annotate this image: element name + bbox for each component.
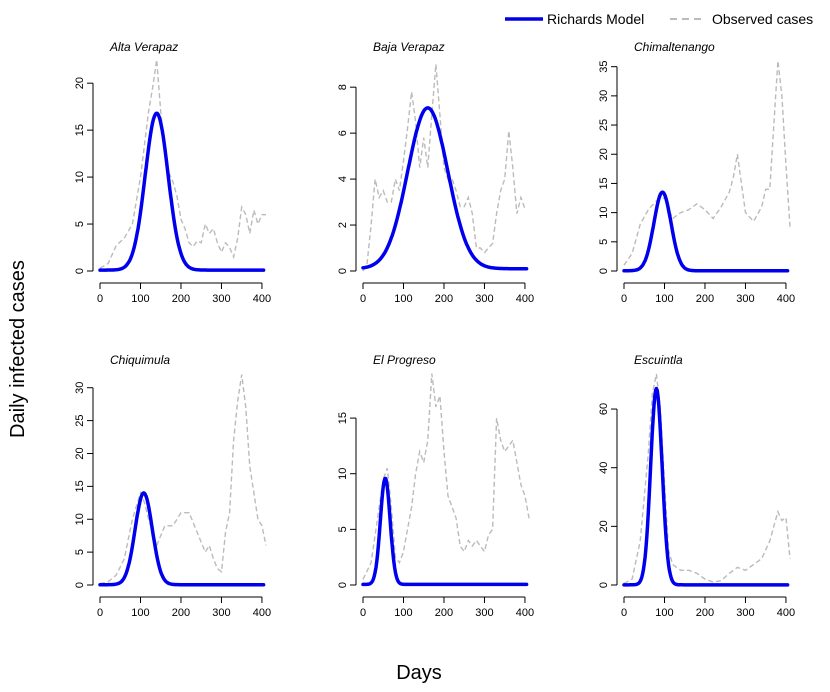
observed-cases-line bbox=[99, 59, 266, 269]
observed-cases-line bbox=[623, 373, 791, 585]
x-tick-label: 200 bbox=[172, 293, 190, 305]
panel-title: Chiquimula bbox=[110, 353, 170, 367]
x-tick-label: 400 bbox=[516, 293, 534, 305]
richards-model-line bbox=[361, 106, 529, 271]
richards-model-line bbox=[622, 386, 790, 587]
y-tick-label: 0 bbox=[337, 582, 349, 588]
panel-3: Chimaltenango 0 5 10 15 20 25 30 35 0 100 200 300 400 bbox=[598, 40, 795, 305]
legend-observed-label: Observed cases bbox=[712, 11, 813, 27]
panel-title: Alta Verapaz bbox=[109, 40, 178, 54]
y-tick-label: 20 bbox=[74, 447, 86, 459]
y-tick-label: 35 bbox=[598, 61, 610, 73]
y-tick-label: 30 bbox=[74, 382, 86, 394]
x-tick-label: 300 bbox=[736, 607, 754, 619]
observed-cases-line bbox=[99, 374, 267, 585]
y-tick-label: 15 bbox=[74, 124, 86, 136]
y-tick-label: 10 bbox=[74, 513, 86, 525]
legend-model-label: Richards Model bbox=[547, 11, 644, 27]
richards-model-line bbox=[98, 491, 266, 587]
y-tick-label: 5 bbox=[337, 526, 349, 532]
panel-5: El Progreso 0 5 10 15 0 100 200 300 400 bbox=[337, 353, 534, 619]
x-tick-label: 100 bbox=[655, 293, 673, 305]
x-tick-label: 400 bbox=[253, 293, 271, 305]
y-tick-label: 0 bbox=[598, 268, 610, 274]
legend: Richards Model Observed cases bbox=[505, 11, 813, 27]
x-tick-label: 300 bbox=[475, 607, 493, 619]
y-tick-label: 4 bbox=[337, 176, 349, 182]
richards-model-line bbox=[98, 111, 266, 272]
x-axis-title: Days bbox=[396, 662, 442, 684]
x-tick-label: 400 bbox=[516, 607, 534, 619]
y-tick-label: 25 bbox=[74, 414, 86, 426]
y-tick-label: 15 bbox=[337, 412, 349, 424]
y-tick-label: 40 bbox=[598, 462, 610, 474]
y-tick-label: 6 bbox=[337, 130, 349, 136]
observed-cases-line bbox=[623, 60, 791, 266]
x-tick-label: 200 bbox=[172, 607, 190, 619]
observed-cases-line bbox=[362, 64, 526, 272]
x-tick-label: 0 bbox=[360, 293, 366, 305]
panel-title: Escuintla bbox=[634, 353, 683, 367]
x-tick-label: 300 bbox=[736, 293, 754, 305]
y-tick-label: 15 bbox=[598, 177, 610, 189]
x-tick-label: 300 bbox=[212, 293, 230, 305]
x-tick-label: 100 bbox=[394, 607, 412, 619]
x-tick-label: 100 bbox=[131, 293, 149, 305]
richards-model-line bbox=[361, 476, 529, 587]
y-tick-label: 30 bbox=[598, 90, 610, 102]
y-tick-label: 10 bbox=[337, 468, 349, 480]
x-tick-label: 100 bbox=[394, 293, 412, 305]
x-tick-label: 0 bbox=[360, 607, 366, 619]
y-tick-label: 20 bbox=[598, 148, 610, 160]
x-tick-label: 200 bbox=[435, 607, 453, 619]
y-tick-label: 25 bbox=[598, 119, 610, 131]
y-tick-label: 8 bbox=[337, 84, 349, 90]
x-tick-label: 300 bbox=[475, 293, 493, 305]
y-tick-label: 0 bbox=[74, 268, 86, 274]
y-tick-label: 0 bbox=[598, 582, 610, 588]
panel-2: Baja Verapaz 0 2 4 6 8 0 100 200 300 400 bbox=[337, 40, 534, 305]
observed-cases-line bbox=[362, 373, 530, 580]
panel-6: Escuintla 0 20 40 60 0 100 200 300 400 bbox=[598, 353, 795, 619]
x-tick-label: 0 bbox=[97, 293, 103, 305]
y-tick-label: 20 bbox=[74, 77, 86, 89]
x-tick-label: 0 bbox=[97, 607, 103, 619]
y-tick-label: 10 bbox=[74, 171, 86, 183]
y-tick-label: 60 bbox=[598, 403, 610, 415]
y-tick-label: 2 bbox=[337, 222, 349, 228]
x-tick-label: 0 bbox=[621, 607, 627, 619]
x-tick-label: 200 bbox=[696, 293, 714, 305]
panel-title: Baja Verapaz bbox=[373, 40, 445, 54]
x-tick-label: 400 bbox=[777, 607, 795, 619]
x-tick-label: 0 bbox=[621, 293, 627, 305]
y-tick-label: 5 bbox=[74, 549, 86, 555]
x-tick-label: 200 bbox=[435, 293, 453, 305]
panel-title: Chimaltenango bbox=[634, 40, 715, 54]
y-tick-label: 20 bbox=[598, 520, 610, 532]
y-tick-label: 15 bbox=[74, 480, 86, 492]
x-tick-label: 300 bbox=[212, 607, 230, 619]
y-tick-label: 10 bbox=[598, 206, 610, 218]
y-tick-label: 5 bbox=[74, 221, 86, 227]
x-tick-label: 100 bbox=[131, 607, 149, 619]
x-tick-label: 400 bbox=[777, 293, 795, 305]
x-tick-label: 100 bbox=[655, 607, 673, 619]
richards-model-line bbox=[622, 190, 790, 273]
y-tick-label: 5 bbox=[598, 239, 610, 245]
y-axis-title: Daily infected cases bbox=[7, 260, 29, 438]
x-tick-label: 400 bbox=[253, 607, 271, 619]
panel-title: El Progreso bbox=[373, 353, 436, 367]
y-tick-label: 0 bbox=[337, 268, 349, 274]
y-tick-label: 0 bbox=[74, 582, 86, 588]
x-tick-label: 200 bbox=[696, 607, 714, 619]
